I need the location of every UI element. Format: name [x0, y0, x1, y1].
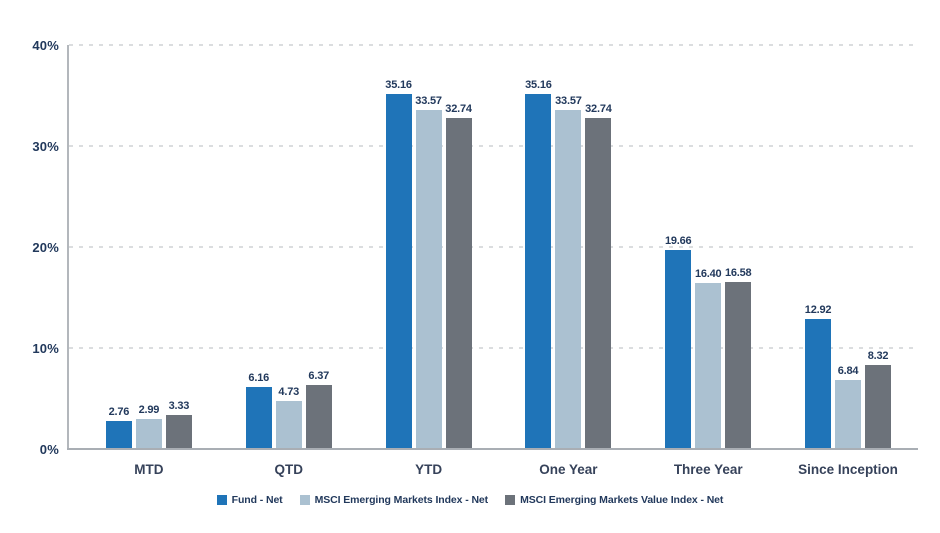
- legend-label: Fund - Net: [231, 494, 283, 506]
- bar-three-year-msci-emerging-markets-index-net: 16.40: [695, 268, 722, 449]
- bar-since-inception-msci-emerging-markets-value-index-net: 8.32: [865, 350, 892, 449]
- bar-qtd-msci-emerging-markets-index-net: 4.73: [275, 386, 302, 449]
- bar-value-label: 16.58: [724, 266, 752, 279]
- y-tick-label-30%: 30%: [32, 139, 59, 154]
- y-tick-label-20%: 20%: [32, 240, 59, 255]
- bar-one-year-msci-emerging-markets-index-net: 33.57: [555, 95, 582, 449]
- gridline-10%: [69, 347, 918, 349]
- y-tick-label-40%: 40%: [32, 38, 59, 53]
- gridline-30%: [69, 145, 918, 147]
- bar-value-label: 4.73: [278, 386, 300, 399]
- bar-qtd-fund-net: 6.16: [245, 372, 272, 449]
- legend-swatch-icon: [216, 495, 227, 505]
- bar-ytd-fund-net: 35.16: [385, 79, 412, 449]
- bar-value-label: 2.99: [138, 403, 160, 416]
- x-axis-label-three-year: Three Year: [673, 462, 743, 477]
- bar-value-label: 35.16: [525, 78, 552, 91]
- x-axis-label-one-year: One Year: [539, 462, 598, 477]
- legend-item-msci-emerging-markets-value-index-net: MSCI Emerging Markets Value Index - Net: [505, 494, 723, 506]
- bar-three-year-fund-net: 19.66: [665, 235, 692, 449]
- bar-value-label: 6.84: [837, 364, 859, 377]
- bar-group-mtd: 2.76 2.99 3.33 MTD: [105, 400, 192, 477]
- bar-value-label: 16.40: [694, 268, 722, 281]
- bar-three-year-msci-emerging-markets-value-index-net: 16.58: [725, 267, 752, 449]
- bar-group-one-year: 35.16 33.57 32.74 One Year: [525, 79, 612, 477]
- y-axis-line: [67, 45, 69, 449]
- legend-item-fund-net: Fund - Net: [216, 494, 283, 506]
- y-tick-label-0%: 0%: [39, 442, 59, 457]
- bar-value-label: 6.37: [308, 369, 330, 382]
- bar-value-label: 3.33: [168, 400, 190, 413]
- legend-item-msci-emerging-markets-index-net: MSCI Emerging Markets Index - Net: [299, 494, 489, 506]
- gridline-20%: [69, 246, 918, 248]
- y-tick-label-10%: 10%: [32, 341, 59, 356]
- bar-value-label: 6.16: [248, 371, 270, 384]
- bar-since-inception-fund-net: 12.92: [805, 304, 832, 449]
- bar-value-label: 32.74: [445, 103, 472, 116]
- bar-since-inception-msci-emerging-markets-index-net: 6.84: [835, 365, 862, 449]
- bar-value-label: 12.92: [804, 303, 832, 316]
- bar-mtd-fund-net: 2.76: [105, 406, 132, 449]
- bar-value-label: 32.74: [585, 103, 612, 116]
- legend-label: MSCI Emerging Markets Index - Net: [314, 494, 489, 506]
- bar-ytd-msci-emerging-markets-value-index-net: 32.74: [445, 103, 472, 449]
- bar-one-year-fund-net: 35.16: [525, 79, 552, 449]
- bar-value-label: 8.32: [867, 349, 889, 362]
- bar-group-ytd: 35.16 33.57 32.74 YTD: [385, 79, 472, 477]
- x-axis-label-mtd: MTD: [134, 462, 164, 477]
- bar-value-label: 19.66: [664, 235, 692, 248]
- bar-ytd-msci-emerging-markets-index-net: 33.57: [415, 95, 442, 449]
- x-axis-label-since-inception: Since Inception: [798, 462, 898, 477]
- x-axis-line: [67, 448, 918, 450]
- bar-group-three-year: 19.66 16.40 16.58 Three Year: [665, 235, 752, 477]
- bar-group-since-inception: 12.92 6.84 8.32 Since Inception: [798, 304, 898, 477]
- bar-mtd-msci-emerging-markets-value-index-net: 3.33: [165, 400, 192, 449]
- legend-swatch-icon: [299, 495, 310, 505]
- bar-value-label: 33.57: [555, 94, 582, 107]
- bar-one-year-msci-emerging-markets-value-index-net: 32.74: [585, 103, 612, 449]
- bar-group-qtd: 6.16 4.73 6.37 QTD: [245, 370, 332, 477]
- legend: Fund - Net MSCI Emerging Markets Index - …: [0, 494, 940, 506]
- bar-qtd-msci-emerging-markets-value-index-net: 6.37: [305, 370, 332, 449]
- bar-value-label: 33.57: [415, 94, 442, 107]
- x-axis-label-qtd: QTD: [274, 462, 303, 477]
- plot-area: 0% 10% 20% 30% 40% 2.76 2.99 3.33 MTD 6.16 4.73 6.…: [32, 38, 918, 477]
- legend-label: MSCI Emerging Markets Value Index - Net: [520, 494, 724, 506]
- bar-groups-container: 2.76 2.99 3.33 MTD 6.16 4.73 6.37 QTD 35.16 33.57…: [69, 45, 918, 477]
- bar-value-label: 2.76: [108, 406, 130, 419]
- gridline-40%: [69, 44, 918, 46]
- x-axis-label-ytd: YTD: [415, 462, 443, 477]
- bar-value-label: 35.16: [385, 78, 412, 91]
- legend-swatch-icon: [505, 495, 516, 505]
- bar-mtd-msci-emerging-markets-index-net: 2.99: [135, 404, 162, 449]
